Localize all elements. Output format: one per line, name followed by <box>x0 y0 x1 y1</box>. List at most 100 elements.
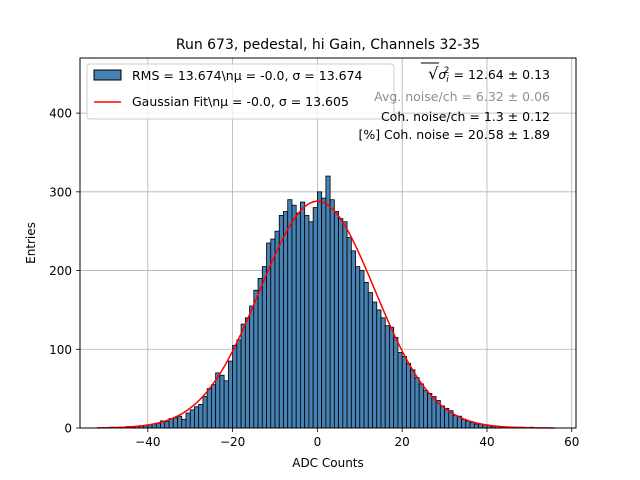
histogram-bar <box>274 230 280 429</box>
y-axis-ticks: 0 100 200 300 400 <box>49 107 80 436</box>
annotation-pct-coh-noise: [%] Coh. noise = 20.58 ± 1.89 <box>358 127 550 142</box>
histogram-bar <box>372 301 378 429</box>
histogram-bar <box>393 337 399 429</box>
histogram-bar <box>333 211 339 429</box>
y-tick-label: 100 <box>49 343 72 357</box>
y-tick-label: 0 <box>64 422 72 436</box>
sqrt-radical: √ <box>428 64 439 83</box>
histogram-bar <box>338 218 344 429</box>
histogram-bar <box>473 423 479 429</box>
histogram-bar <box>380 317 386 429</box>
legend-label-rms: RMS = 13.674\nμ = -0.0, σ = 13.674 <box>132 68 363 83</box>
histogram-bar <box>422 389 429 429</box>
histogram-bar <box>283 211 289 429</box>
x-tick-label: −40 <box>135 435 160 449</box>
annotation-coh-noise: Coh. noise/ch = 1.3 ± 0.12 <box>381 109 550 124</box>
histogram-bar <box>181 418 187 429</box>
histogram-bar <box>240 323 246 429</box>
histogram-bar <box>270 238 276 429</box>
histogram-bar <box>278 215 284 429</box>
histogram-bar <box>329 199 335 429</box>
histogram-bar <box>414 377 420 429</box>
gaussian-fit-line <box>96 200 555 429</box>
histogram-bar <box>236 339 242 429</box>
histogram-bar <box>465 420 471 429</box>
histogram-bar <box>194 406 200 429</box>
sigma-symbol: σ <box>438 67 447 82</box>
x-axis-label: ADC Counts <box>292 456 364 470</box>
histogram-bar <box>164 421 170 429</box>
histogram-bar <box>261 266 267 429</box>
histogram-bar <box>342 221 348 429</box>
histogram-bar <box>389 326 395 429</box>
histogram-bar <box>308 221 314 429</box>
histogram-bar <box>317 191 323 429</box>
histogram-bar <box>291 204 297 429</box>
histogram-bar <box>431 396 437 429</box>
histogram-bar <box>325 175 331 429</box>
histogram-bar <box>304 215 310 429</box>
x-axis-ticks: −40 −20 0 20 40 60 <box>135 428 579 449</box>
legend-label-gaussian-fit: Gaussian Fit\nμ = -0.0, σ = 13.605 <box>132 94 349 109</box>
histogram-bar <box>397 352 403 429</box>
legend-swatch-histogram <box>93 69 122 81</box>
histogram-bar <box>232 344 238 429</box>
annotation-sqrt-sigma: √σi2 = 12.64 ± 0.13 <box>428 64 550 85</box>
histogram-bar <box>452 415 458 429</box>
histogram-bar <box>439 405 445 429</box>
histogram-bar <box>189 409 195 429</box>
x-tick-label: 20 <box>395 435 410 449</box>
histogram-bar <box>376 309 382 429</box>
histogram-bar <box>223 380 229 429</box>
histogram-bar <box>355 266 361 429</box>
histogram-bar <box>401 355 407 429</box>
annotation-avg-noise: Avg. noise/ch = 6.32 ± 0.06 <box>374 89 550 104</box>
legend-frame <box>86 63 395 120</box>
x-tick-label: 0 <box>314 435 322 449</box>
y-tick-label: 300 <box>49 185 72 199</box>
histogram-bar <box>244 317 250 429</box>
legend: RMS = 13.674\nμ = -0.0, σ = 13.674 Gauss… <box>86 63 395 120</box>
histogram-bar <box>367 292 373 429</box>
histogram-bars <box>109 175 535 429</box>
x-tick-label: 40 <box>479 435 494 449</box>
plot-frame <box>79 57 577 429</box>
histogram-bar <box>253 289 259 429</box>
histogram-bar <box>406 363 412 429</box>
histogram-bar <box>418 383 424 429</box>
y-axis-label: Entries <box>24 222 38 264</box>
sqrt-sigma-value: = 12.64 ± 0.13 <box>450 67 550 82</box>
histogram-bar <box>469 422 475 429</box>
x-tick-label: 60 <box>564 435 579 449</box>
histogram-bar <box>312 207 318 429</box>
histogram-bar <box>300 201 306 429</box>
histogram-bar <box>350 250 356 429</box>
histogram-bar <box>211 384 217 429</box>
histogram-bar <box>185 412 191 429</box>
histogram-bar <box>295 212 301 429</box>
histogram-bar <box>227 360 234 429</box>
y-tick-label: 200 <box>49 264 72 278</box>
histogram-bar <box>384 325 390 429</box>
histogram-bar <box>172 417 178 429</box>
histogram-bar <box>427 392 433 429</box>
histogram-bar <box>177 415 183 429</box>
histogram-bar <box>321 197 327 429</box>
histogram-bar <box>249 305 255 429</box>
y-tick-label: 400 <box>49 107 72 121</box>
histogram-bar <box>287 199 293 429</box>
histogram-bar <box>215 372 221 429</box>
histogram-bar <box>219 374 225 429</box>
sigma-superscript: 2 <box>444 66 450 76</box>
histogram-bar <box>346 237 352 429</box>
histogram-bar <box>410 369 416 429</box>
sigma-subscript: i <box>446 75 449 85</box>
histogram-bar <box>198 403 204 429</box>
histogram-bar <box>363 281 369 429</box>
histogram-bar <box>206 388 212 429</box>
chart-title: Run 673, pedestal, hi Gain, Channels 32-… <box>176 37 480 53</box>
histogram-bar <box>202 396 208 429</box>
histogram-bar <box>257 278 263 429</box>
histogram-bar <box>359 270 365 429</box>
